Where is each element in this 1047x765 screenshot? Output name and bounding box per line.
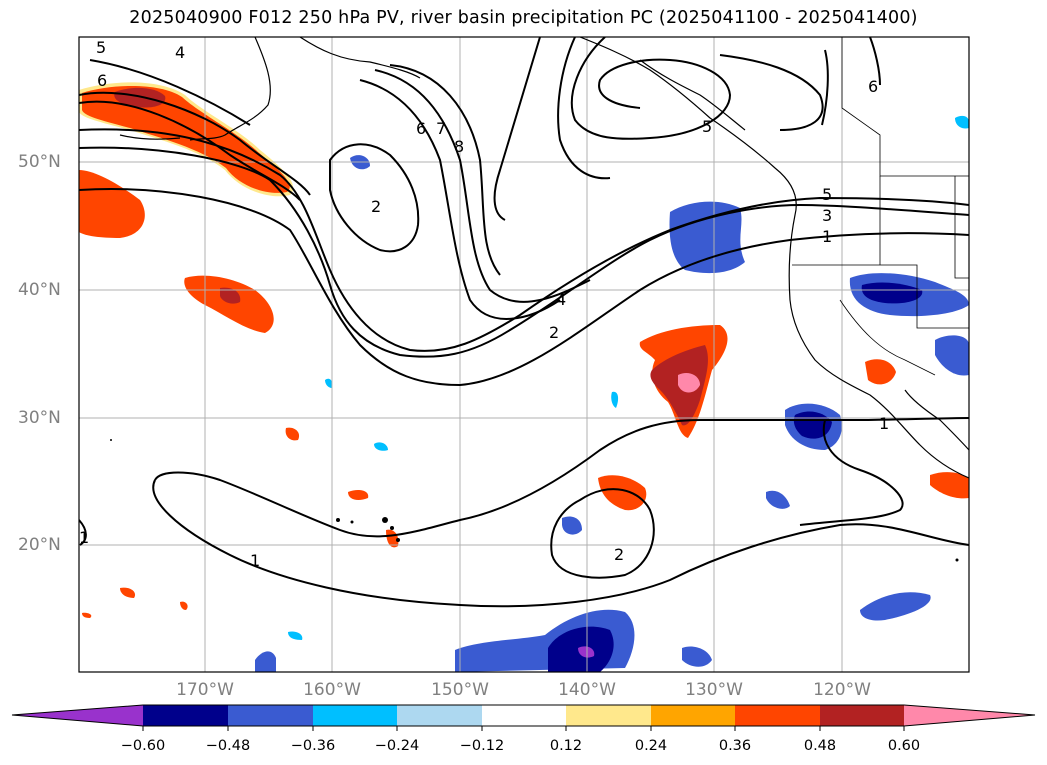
pv-label: 2 [614, 545, 624, 564]
lon-label-160w: 160°W [303, 680, 361, 700]
pv-label: 2 [549, 323, 559, 342]
colorbar-segment [566, 705, 651, 726]
lon-label-140w: 140°W [558, 680, 616, 700]
islands [110, 439, 959, 562]
lat-label-20n: 20°N [18, 535, 61, 555]
colorbar-tick: −0.36 [290, 738, 336, 754]
pv-label: 7 [436, 119, 446, 138]
pv-label: 1 [79, 528, 89, 547]
colorbar-tick: 0.48 [803, 738, 837, 754]
lat-label-40n: 40°N [18, 280, 61, 300]
colorbar-tick: 0.12 [549, 738, 583, 754]
lon-label-130w: 130°W [685, 680, 743, 700]
colorbar-tick: −0.60 [120, 738, 166, 754]
borders [792, 37, 969, 376]
pv-label: 5 [822, 185, 832, 204]
pv-label: 5 [702, 117, 712, 136]
lon-label-150w: 150°W [431, 680, 489, 700]
pv-label: 3 [822, 206, 832, 225]
pv-label: 1 [822, 227, 832, 246]
colorbar-segment [397, 705, 482, 726]
colorbar-extend-min [12, 705, 143, 726]
lon-label-170w: 170°W [176, 680, 234, 700]
colorbar-tick: 0.24 [634, 738, 668, 754]
colorbar-segment [228, 705, 313, 726]
colorbar [11, 704, 1036, 731]
colorbar-tick: −0.12 [459, 738, 505, 754]
pv-label: 6 [416, 119, 426, 138]
pv-label: 1 [250, 551, 260, 570]
pv-label: 4 [175, 43, 185, 62]
pv-label: 6 [868, 77, 878, 96]
precip-field [79, 37, 969, 672]
colorbar-tick: 0.36 [718, 738, 752, 754]
map-frame [78, 36, 970, 673]
lon-label-120w: 120°W [813, 680, 871, 700]
pv-label: 6 [97, 71, 107, 90]
colorbar-segment [651, 705, 735, 726]
colorbar-segment [735, 705, 820, 726]
colorbar-tick: −0.24 [374, 738, 420, 754]
colorbar-segment [820, 705, 904, 726]
pv-label: 2 [371, 197, 381, 216]
map-title: 2025040900 F012 250 hPa PV, river basin … [129, 8, 918, 28]
coastlines [119, 37, 969, 479]
colorbar-tick: −0.48 [205, 738, 251, 754]
colorbar-segment [313, 705, 397, 726]
lat-label-30n: 30°N [18, 408, 61, 428]
colorbar-segment [143, 705, 228, 726]
colorbar-tick: 0.60 [887, 738, 921, 754]
lat-label-50n: 50°N [18, 152, 61, 172]
pv-label: 5 [96, 38, 106, 57]
pv-contours [79, 37, 969, 608]
positive-anomaly-areas [79, 82, 969, 618]
colorbar-extend-max [904, 705, 1035, 726]
pv-contour-labels: 5 4 6 2 6 7 8 5 6 5 3 1 4 2 1 2 1 1 [79, 38, 889, 570]
negative-anomaly-areas [255, 115, 969, 672]
pv-label: 4 [556, 290, 566, 309]
pv-label: 1 [879, 414, 889, 433]
colorbar-segment [482, 705, 566, 726]
pv-label: 8 [454, 137, 464, 156]
